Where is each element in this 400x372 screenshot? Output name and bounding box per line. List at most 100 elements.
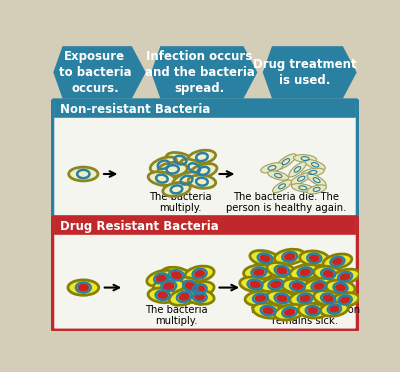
Text: Infection occurs
and the bacteria
spread.: Infection occurs and the bacteria spread… bbox=[145, 50, 254, 95]
Ellipse shape bbox=[185, 289, 214, 304]
Ellipse shape bbox=[276, 294, 288, 302]
Ellipse shape bbox=[307, 185, 326, 194]
Text: Exposure
to bacteria
occurs.: Exposure to bacteria occurs. bbox=[58, 50, 131, 95]
Text: Drug Resistant Bacteria: Drug Resistant Bacteria bbox=[60, 220, 219, 233]
Ellipse shape bbox=[299, 294, 311, 302]
Ellipse shape bbox=[161, 267, 192, 283]
Ellipse shape bbox=[253, 303, 284, 318]
Text: The bacteria
multiply.: The bacteria multiply. bbox=[145, 305, 208, 327]
Ellipse shape bbox=[163, 282, 175, 290]
Text: Non-resistant Bacteria: Non-resistant Bacteria bbox=[60, 103, 211, 116]
Ellipse shape bbox=[178, 292, 190, 301]
Ellipse shape bbox=[284, 308, 296, 316]
Ellipse shape bbox=[331, 269, 359, 285]
Text: The bacteria die. The
person is healthy again.: The bacteria die. The person is healthy … bbox=[226, 192, 346, 213]
Ellipse shape bbox=[314, 291, 342, 306]
Ellipse shape bbox=[254, 294, 266, 302]
Ellipse shape bbox=[329, 305, 340, 313]
Ellipse shape bbox=[69, 167, 98, 181]
Ellipse shape bbox=[314, 266, 343, 281]
Ellipse shape bbox=[284, 253, 296, 261]
Ellipse shape bbox=[156, 274, 166, 282]
Ellipse shape bbox=[290, 264, 320, 280]
Ellipse shape bbox=[261, 277, 291, 292]
Ellipse shape bbox=[157, 291, 168, 299]
Ellipse shape bbox=[148, 172, 176, 186]
Ellipse shape bbox=[323, 254, 352, 269]
Polygon shape bbox=[263, 46, 357, 99]
Ellipse shape bbox=[307, 307, 318, 315]
Ellipse shape bbox=[323, 294, 334, 302]
Ellipse shape bbox=[309, 254, 320, 262]
Ellipse shape bbox=[276, 154, 296, 170]
Ellipse shape bbox=[305, 160, 325, 170]
Ellipse shape bbox=[250, 250, 280, 266]
Ellipse shape bbox=[289, 162, 306, 177]
Ellipse shape bbox=[163, 183, 190, 196]
Ellipse shape bbox=[147, 270, 175, 286]
Ellipse shape bbox=[307, 174, 326, 186]
Ellipse shape bbox=[185, 282, 214, 297]
Text: Drug treatment
is used.: Drug treatment is used. bbox=[253, 58, 357, 87]
Ellipse shape bbox=[274, 249, 305, 264]
Ellipse shape bbox=[249, 280, 261, 289]
Ellipse shape bbox=[78, 283, 89, 292]
Ellipse shape bbox=[300, 251, 329, 266]
Ellipse shape bbox=[340, 273, 350, 281]
Ellipse shape bbox=[272, 180, 292, 193]
Ellipse shape bbox=[291, 183, 314, 192]
Ellipse shape bbox=[185, 266, 214, 281]
Ellipse shape bbox=[298, 303, 327, 318]
Ellipse shape bbox=[274, 304, 305, 320]
Ellipse shape bbox=[340, 296, 350, 304]
Ellipse shape bbox=[304, 278, 334, 294]
Ellipse shape bbox=[282, 279, 313, 294]
Ellipse shape bbox=[302, 168, 324, 177]
FancyBboxPatch shape bbox=[54, 218, 356, 235]
Ellipse shape bbox=[290, 291, 320, 306]
FancyBboxPatch shape bbox=[54, 101, 356, 118]
Ellipse shape bbox=[194, 285, 205, 293]
Ellipse shape bbox=[190, 164, 217, 178]
Ellipse shape bbox=[267, 291, 297, 306]
Ellipse shape bbox=[185, 282, 196, 291]
Ellipse shape bbox=[276, 266, 288, 275]
Ellipse shape bbox=[245, 291, 276, 306]
Ellipse shape bbox=[270, 280, 282, 289]
Ellipse shape bbox=[291, 173, 312, 185]
Ellipse shape bbox=[240, 277, 270, 292]
Ellipse shape bbox=[323, 270, 334, 278]
Ellipse shape bbox=[176, 277, 205, 295]
Polygon shape bbox=[53, 46, 146, 99]
Ellipse shape bbox=[292, 282, 303, 290]
Polygon shape bbox=[151, 46, 257, 99]
FancyBboxPatch shape bbox=[52, 217, 358, 330]
Text: The bacteria continue
to spread. The person
remains sick.: The bacteria continue to spread. The per… bbox=[250, 293, 360, 327]
Ellipse shape bbox=[68, 280, 99, 295]
FancyBboxPatch shape bbox=[52, 100, 358, 217]
Ellipse shape bbox=[253, 268, 265, 276]
Ellipse shape bbox=[244, 265, 274, 280]
Ellipse shape bbox=[169, 288, 199, 305]
Ellipse shape bbox=[194, 293, 205, 301]
Ellipse shape bbox=[148, 288, 177, 303]
Ellipse shape bbox=[268, 171, 289, 180]
Ellipse shape bbox=[299, 268, 311, 276]
Ellipse shape bbox=[188, 175, 216, 188]
Ellipse shape bbox=[326, 280, 355, 295]
Ellipse shape bbox=[194, 270, 205, 278]
Ellipse shape bbox=[181, 159, 208, 177]
Ellipse shape bbox=[332, 257, 343, 265]
Ellipse shape bbox=[267, 263, 297, 279]
Ellipse shape bbox=[335, 283, 346, 292]
Ellipse shape bbox=[259, 254, 271, 262]
Ellipse shape bbox=[188, 150, 216, 164]
Ellipse shape bbox=[321, 302, 348, 316]
Ellipse shape bbox=[262, 307, 274, 315]
Ellipse shape bbox=[261, 163, 283, 173]
Ellipse shape bbox=[150, 157, 177, 173]
Ellipse shape bbox=[158, 162, 187, 176]
Ellipse shape bbox=[171, 271, 182, 279]
Text: The bacteria
multiply.: The bacteria multiply. bbox=[149, 192, 212, 213]
Ellipse shape bbox=[313, 282, 325, 290]
